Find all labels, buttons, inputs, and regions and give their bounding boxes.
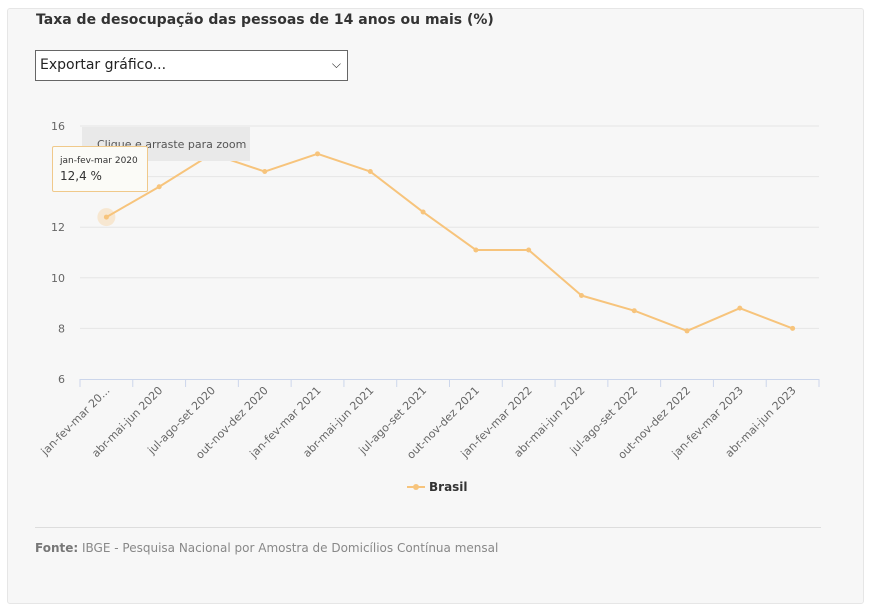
export-chart-select[interactable]: Exportar gráfico... ⌵ (35, 50, 348, 81)
x-axis: jan-fev-mar 20...abr-mai-jun 2020jul-ago… (38, 379, 820, 462)
y-tick-label: 12 (51, 221, 65, 234)
data-point[interactable] (684, 328, 690, 334)
data-point[interactable] (103, 214, 109, 220)
y-tick-label: 16 (51, 120, 65, 133)
chart-title: Taxa de desocupação das pessoas de 14 an… (36, 12, 494, 28)
y-tick-label: 6 (58, 373, 65, 386)
data-point[interactable] (420, 209, 426, 215)
y-tick-label: 8 (58, 322, 65, 335)
data-point[interactable] (367, 169, 373, 175)
data-point[interactable] (473, 247, 479, 253)
y-tick-label: 10 (51, 272, 65, 285)
source-text: IBGE - Pesquisa Nacional por Amostra de … (82, 541, 499, 555)
legend-label-brasil: Brasil (429, 480, 468, 494)
data-point[interactable] (315, 151, 321, 157)
data-point[interactable] (737, 305, 743, 311)
chevron-down-icon: ⌵ (331, 57, 341, 71)
data-point[interactable] (578, 293, 584, 299)
grid-lines (80, 125, 819, 329)
source-label: Fonte: (35, 541, 79, 555)
chart-card (7, 8, 864, 604)
data-point[interactable] (156, 184, 162, 190)
data-point[interactable] (262, 169, 268, 175)
legend[interactable]: Brasil (407, 480, 468, 494)
series-brasil[interactable] (97, 151, 796, 334)
data-point[interactable] (526, 247, 532, 253)
export-select-label: Exportar gráfico... (40, 57, 167, 73)
tooltip: jan-fev-mar 2020 12,4 % (52, 146, 148, 192)
footer-divider (35, 527, 821, 528)
series-line (105, 152, 793, 332)
tooltip-value: 12,4 % (60, 169, 102, 183)
legend-marker (413, 484, 419, 490)
data-point[interactable] (790, 325, 796, 331)
source-note: Fonte: IBGE - Pesquisa Nacional por Amos… (35, 541, 498, 555)
data-point[interactable] (631, 308, 637, 314)
tooltip-category: jan-fev-mar 2020 (60, 156, 138, 166)
